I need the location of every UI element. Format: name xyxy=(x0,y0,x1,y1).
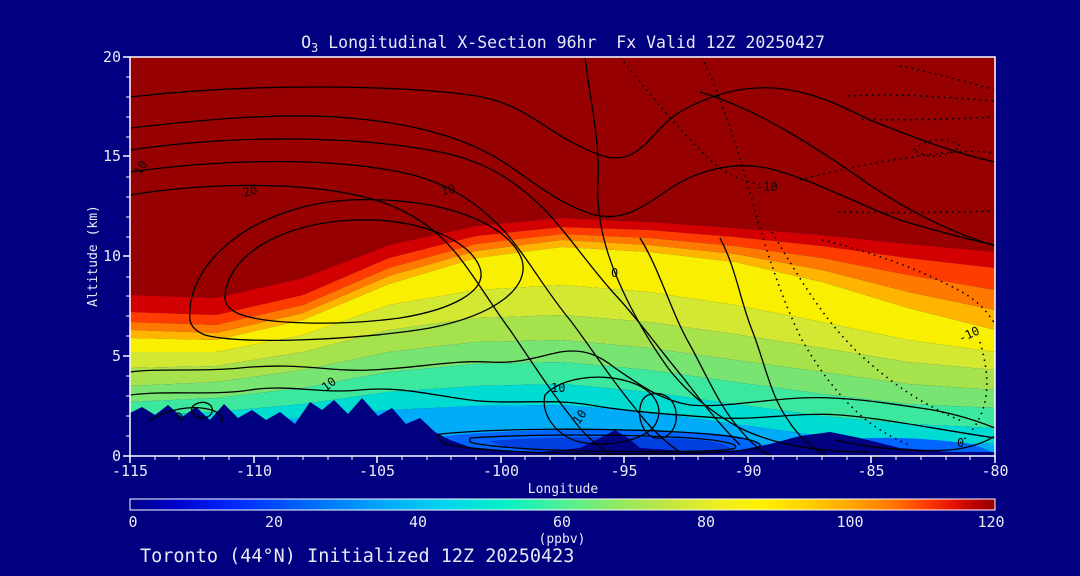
colorbar-tick-labels: 0 20 40 60 80 100 120 xyxy=(128,513,1004,531)
contour-loop xyxy=(437,428,761,455)
x-tick-label: -105 xyxy=(359,462,395,480)
x-tick-label: -95 xyxy=(610,462,637,480)
contour-loop xyxy=(469,434,737,453)
colorbar-tick-label: 0 xyxy=(128,513,137,531)
contour-line-dotted xyxy=(821,239,995,325)
contour-label: 10 xyxy=(570,407,590,427)
band-lightgreen xyxy=(130,340,995,408)
band-red xyxy=(130,218,995,315)
contour-line-dotted xyxy=(958,341,988,445)
chart-title-subscript: 3 xyxy=(311,41,318,55)
y-tick-label: 5 xyxy=(112,347,121,365)
y-axis-major-ticks xyxy=(123,56,130,457)
band-amber xyxy=(130,240,995,340)
contour-line xyxy=(719,237,827,456)
contour-line xyxy=(130,350,995,429)
contour-line-zero xyxy=(584,57,871,453)
contour-line xyxy=(639,237,773,456)
x-tick-label: -80 xyxy=(981,462,1008,480)
y-axis-tick-labels: 20 15 10 5 0 xyxy=(103,48,121,465)
chart-title-rest: Longitudinal X-Section 96hr Fx Valid 12Z… xyxy=(318,33,825,52)
contour-line xyxy=(130,115,995,246)
band-cyan xyxy=(130,384,995,444)
contour-label: 10 xyxy=(551,381,565,395)
x-axis-minor-ticks xyxy=(154,456,971,460)
contour-line xyxy=(699,91,995,247)
contour-loop xyxy=(190,401,213,419)
contour-line xyxy=(224,219,482,324)
band-orange xyxy=(130,234,995,333)
x-tick-label: -115 xyxy=(112,462,148,480)
contour-label: 0 xyxy=(957,436,964,450)
contour-line xyxy=(189,198,524,341)
colorbar-tick-label: 120 xyxy=(977,513,1004,531)
contour-loop-dotted xyxy=(912,138,962,158)
y-tick-label: 20 xyxy=(103,48,121,66)
footer-annotation: Toronto (44°N) Initialized 12Z 20250423 xyxy=(140,546,574,567)
contour-label: 20 xyxy=(241,183,258,200)
band-green xyxy=(130,315,995,390)
band-yellowgreen xyxy=(130,285,995,370)
contour-loop xyxy=(638,392,677,439)
colorbar xyxy=(129,498,996,511)
filled-contour-field xyxy=(130,57,995,456)
colorbar-tick-label: 40 xyxy=(409,513,427,531)
contour-label: 10 xyxy=(440,182,457,199)
contour-label: -10 xyxy=(756,180,778,194)
x-tick-label: -110 xyxy=(236,462,272,480)
colorbar-tick-label: 80 xyxy=(697,513,715,531)
contour-line xyxy=(130,184,613,456)
x-tick-label: -85 xyxy=(857,462,884,480)
y-axis-title: Altitude (km) xyxy=(86,205,101,307)
colorbar-tick-label: 60 xyxy=(553,513,571,531)
y-axis-minor-ticks xyxy=(126,76,130,437)
y-tick-label: 0 xyxy=(112,447,121,465)
x-axis-title: Longitude xyxy=(528,482,599,497)
x-tick-label: -100 xyxy=(483,462,519,480)
contour-line xyxy=(130,138,741,446)
contour-line xyxy=(130,160,681,453)
band-redorange xyxy=(130,227,995,325)
solid-contours xyxy=(130,57,995,456)
terrain-silhouette xyxy=(130,398,995,456)
contour-label: 0 xyxy=(611,266,618,280)
colorbar-units: (ppbv) xyxy=(539,532,586,547)
chart-title-o: O xyxy=(301,33,311,52)
x-axis-major-ticks xyxy=(129,456,996,463)
x-tick-label: -90 xyxy=(734,462,761,480)
chart-title: O3 Longitudinal X-Section 96hr Fx Valid … xyxy=(301,33,825,55)
band-springgreen xyxy=(130,362,995,428)
contour-line xyxy=(130,387,995,439)
colorbar-tick-label: 100 xyxy=(836,513,863,531)
contour-line xyxy=(834,435,995,452)
y-tick-label: 10 xyxy=(103,247,121,265)
x-axis-tick-labels: -115 -110 -105 -100 -95 -90 -85 -80 xyxy=(112,462,1009,480)
contour-line xyxy=(130,86,995,163)
y-tick-label: 15 xyxy=(103,147,121,165)
dotted-contours xyxy=(619,57,995,446)
colorbar-tick-label: 20 xyxy=(265,513,283,531)
contour-label: 0 xyxy=(872,448,879,462)
contour-label: 10 xyxy=(131,158,151,178)
band-yellow xyxy=(130,247,995,352)
